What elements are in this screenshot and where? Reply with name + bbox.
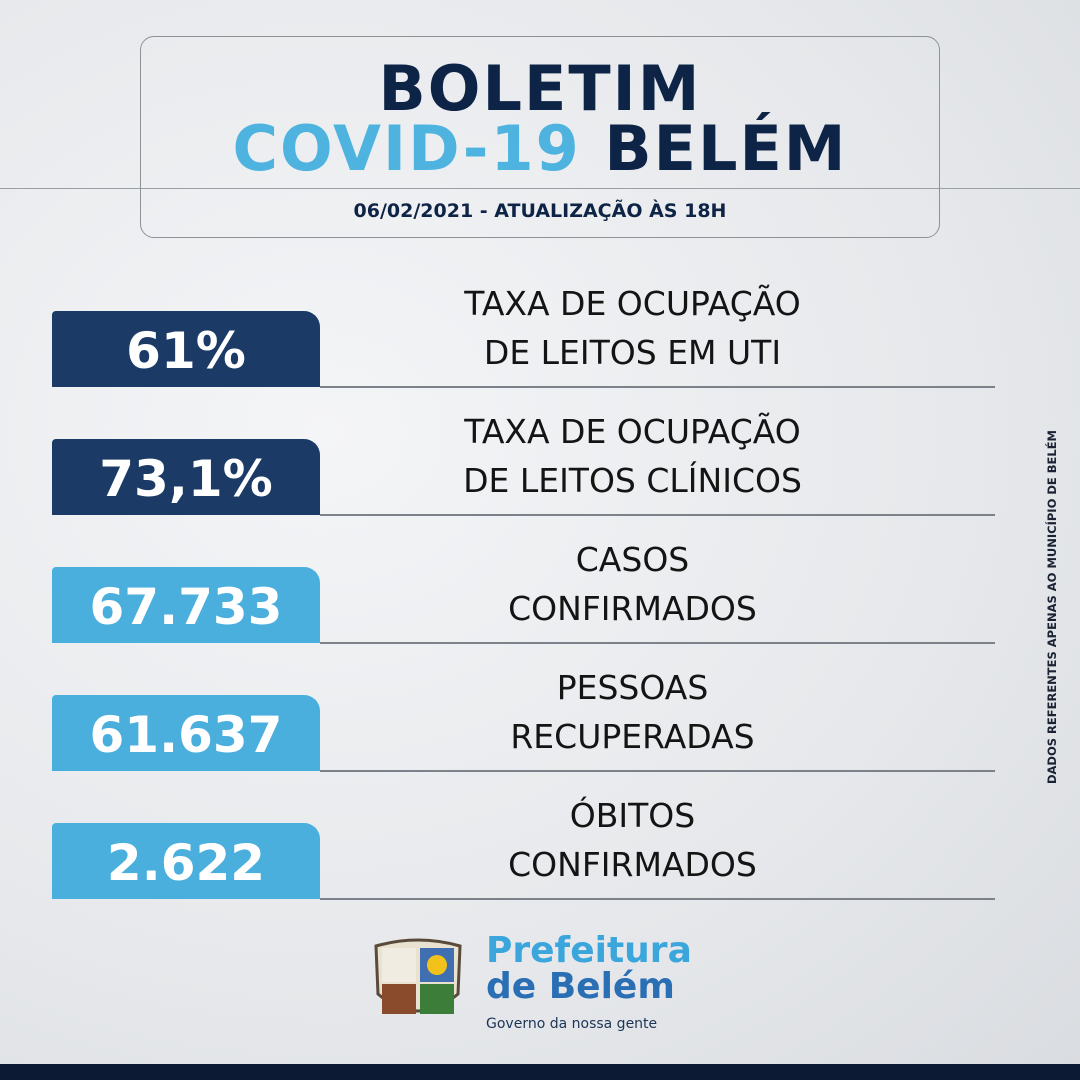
divider [0, 188, 1080, 189]
stat-label: ÓBITOS [569, 796, 696, 835]
logo-tagline: Governo da nossa gente [486, 1016, 658, 1032]
row-rule [320, 386, 995, 388]
row-rule [320, 514, 995, 516]
row-rule [320, 770, 995, 772]
title: BOLETIM [378, 52, 702, 125]
title: COVID-19 BELÉM [140, 112, 940, 185]
stat-value: 73,1% [52, 439, 320, 515]
stat-label: PESSOAS [556, 668, 709, 707]
stat-label: TAXA DE OCUPAÇÃO [464, 412, 801, 451]
stat-value: 67.733 [52, 567, 320, 643]
stat-label: CONFIRMADOS [508, 845, 757, 884]
stat-value: 61.637 [52, 695, 320, 771]
header-box [140, 36, 940, 238]
stat-label: TAXA DE OCUPAÇÃO [464, 284, 801, 323]
crest [374, 938, 462, 1014]
logo-line1: Prefeitura [486, 930, 692, 971]
stat-label: CONFIRMADOS [508, 589, 757, 628]
stat-value: 2.622 [52, 823, 320, 899]
title-covid: COVID-19 [232, 112, 581, 185]
side-note: DADOS REFERENTES APENAS AO MUNICÍPIO DE … [1045, 429, 1059, 785]
title-city: BELÉM [604, 112, 848, 185]
stat-value: 61% [52, 311, 320, 387]
row-rule [320, 642, 995, 644]
stat-label: CASOS [575, 540, 690, 579]
stat-label: DE LEITOS EM UTI [483, 333, 782, 372]
row-rule [320, 898, 995, 900]
logo-line2: de Belém [486, 966, 675, 1007]
stat-label: DE LEITOS CLÍNICOS [463, 461, 802, 500]
date: 06/02/2021 - ATUALIZAÇÃO ÀS 18H [353, 200, 727, 222]
footer-bar [0, 1064, 1080, 1080]
stat-label: RECUPERADAS [510, 717, 755, 756]
